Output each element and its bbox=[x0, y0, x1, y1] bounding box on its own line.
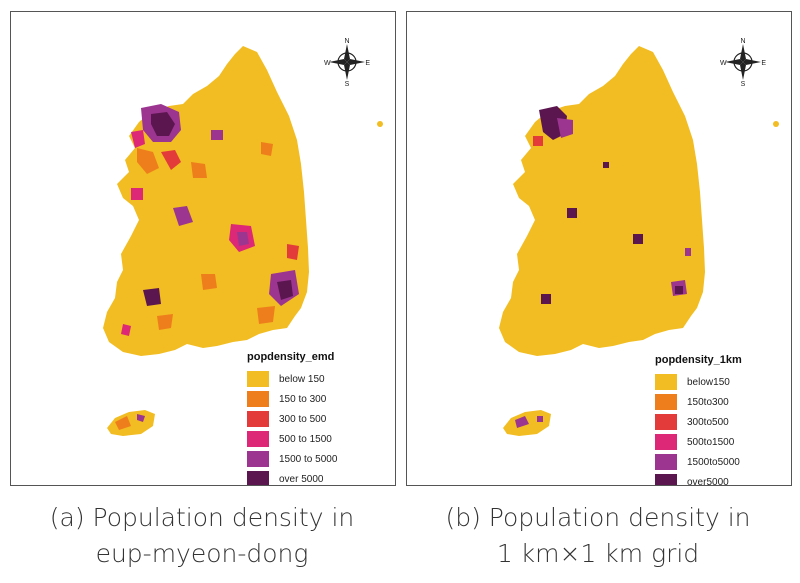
compass-n: N bbox=[344, 38, 349, 45]
legend-label: 150to300 bbox=[687, 396, 729, 408]
legend-swatch bbox=[655, 474, 677, 485]
compass-w: W bbox=[324, 60, 331, 67]
compass-rose-icon: N S W E bbox=[720, 38, 766, 86]
compass-n: N bbox=[740, 38, 745, 45]
density-patches bbox=[515, 106, 691, 428]
legend-row: over5000 bbox=[655, 472, 765, 486]
korea-map-1km bbox=[499, 46, 779, 436]
density-patches bbox=[115, 104, 299, 430]
legend-row: 300 to 500 bbox=[247, 409, 357, 429]
compass-w: W bbox=[720, 60, 727, 67]
legend-title: popdensity_1km bbox=[655, 354, 742, 366]
legend-label: over5000 bbox=[687, 476, 729, 486]
legend-row: 500 to 1500 bbox=[247, 429, 357, 449]
legend-row: below 150 bbox=[247, 369, 357, 389]
legend-label: 300to500 bbox=[687, 416, 729, 428]
legend-row: 150 to 300 bbox=[247, 389, 357, 409]
map-panel-emd: N S W E popdensity_emd below 150 150 to … bbox=[10, 11, 396, 486]
legend-row: 1500to5000 bbox=[655, 452, 765, 472]
ulleungdo-shape bbox=[377, 121, 383, 127]
mainland-shape bbox=[103, 46, 309, 356]
legend-row: 300to500 bbox=[655, 412, 765, 432]
legend-row: 1500 to 5000 bbox=[247, 449, 357, 469]
legend-swatch bbox=[247, 391, 269, 407]
compass-rose-icon: N S W E bbox=[324, 38, 370, 86]
legend-row: below150 bbox=[655, 372, 765, 392]
legend-swatch bbox=[655, 374, 677, 390]
legend-label: 1500to5000 bbox=[687, 456, 740, 468]
compass-s: S bbox=[345, 81, 350, 86]
legend-label: below 150 bbox=[279, 373, 325, 385]
legend-swatch bbox=[247, 451, 269, 467]
legend-swatch bbox=[655, 454, 677, 470]
legend-row: 500to1500 bbox=[655, 432, 765, 452]
legend-swatch bbox=[247, 471, 269, 485]
legend-label: 300 to 500 bbox=[279, 413, 327, 425]
legend-label: 1500 to 5000 bbox=[279, 453, 338, 465]
caption-line: (b) Population density in bbox=[445, 503, 751, 532]
caption-b: (b) Population density in 1 km×1 km grid bbox=[406, 500, 790, 572]
legend-swatch bbox=[655, 394, 677, 410]
legend-1km: popdensity_1km below150 150to300 300to50… bbox=[655, 354, 765, 486]
mainland-shape bbox=[499, 46, 705, 356]
caption-line: eup-myeon-dong bbox=[95, 539, 309, 568]
legend-swatch bbox=[247, 431, 269, 447]
caption-line: 1 km×1 km grid bbox=[496, 539, 700, 568]
compass-e: E bbox=[365, 60, 370, 67]
legend-label: over 5000 bbox=[279, 473, 324, 485]
legend-swatch bbox=[655, 434, 677, 450]
legend-label: 150 to 300 bbox=[279, 393, 327, 405]
legend-swatch bbox=[247, 411, 269, 427]
legend-emd: popdensity_emd below 150 150 to 300 300 … bbox=[247, 351, 357, 485]
legend-swatch bbox=[655, 414, 677, 430]
legend-label: 500to1500 bbox=[687, 436, 735, 448]
legend-row: over 5000 bbox=[247, 469, 357, 485]
compass-s: S bbox=[741, 81, 746, 86]
legend-row: 150to300 bbox=[655, 392, 765, 412]
legend-swatch bbox=[247, 371, 269, 387]
legend-label: 500 to 1500 bbox=[279, 433, 332, 445]
compass-e: E bbox=[761, 60, 766, 67]
map-panel-1km: N S W E popdensity_1km below150 150to300… bbox=[406, 11, 792, 486]
caption-line: (a) Population density in bbox=[49, 503, 355, 532]
korea-map-emd bbox=[103, 46, 383, 436]
caption-a: (a) Population density in eup-myeon-dong bbox=[10, 500, 394, 572]
legend-title: popdensity_emd bbox=[247, 351, 335, 363]
legend-label: below150 bbox=[687, 376, 730, 388]
jeju-shape bbox=[107, 410, 155, 436]
ulleungdo-shape bbox=[773, 121, 779, 127]
